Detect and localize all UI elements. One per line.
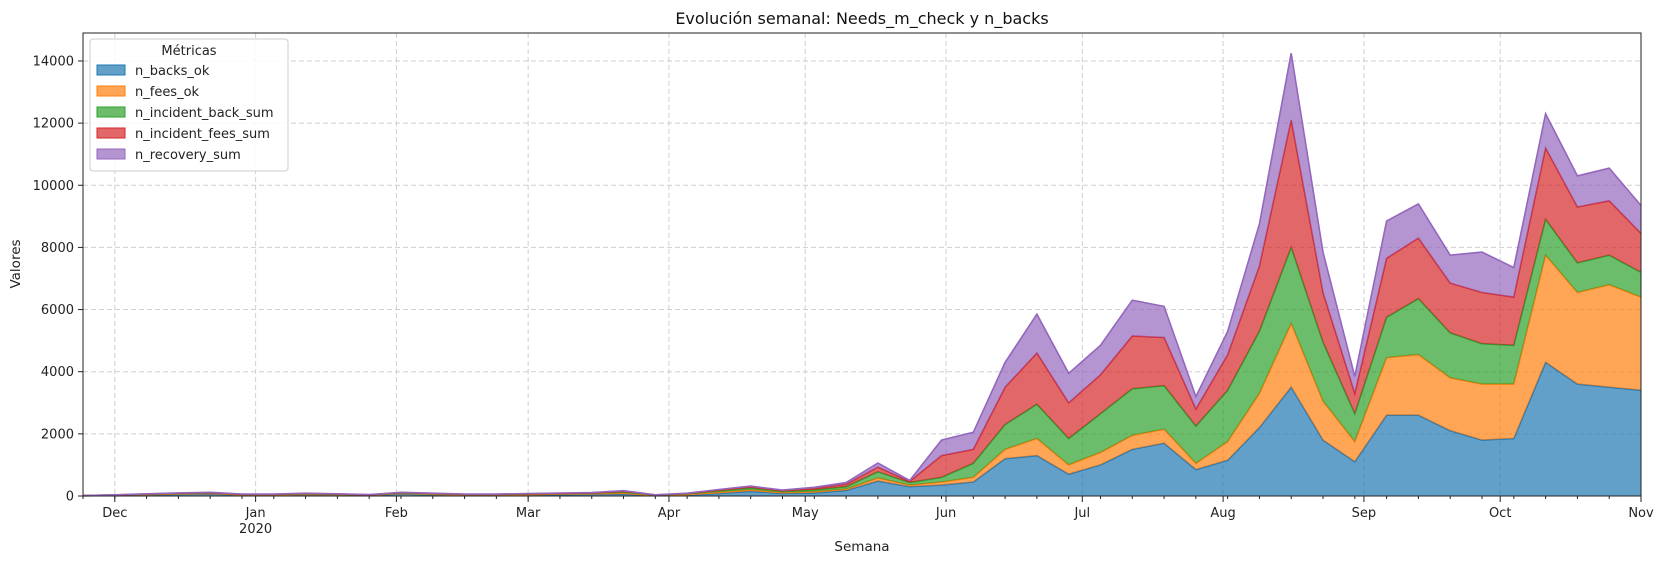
legend-swatch [96, 127, 126, 139]
y-tick-label: 0 [66, 490, 74, 505]
plot-frame [82, 32, 1642, 497]
legend-swatch [96, 64, 126, 76]
legend-label: n_recovery_sum [135, 148, 241, 163]
legend-box [89, 38, 289, 172]
x-tick-sublabel: 2020 [239, 522, 272, 537]
x-tick-label: Jan [245, 506, 266, 521]
y-tick-label: 4000 [41, 365, 74, 380]
x-tick-label: Oct [1489, 506, 1511, 521]
x-tick-label: Dec [102, 506, 127, 521]
x-tick-label: Aug [1210, 506, 1235, 521]
legend-swatch [96, 148, 126, 160]
legend-swatch [96, 85, 126, 97]
x-tick-label: Apr [658, 506, 681, 521]
line-n-recovery-sum [82, 53, 1642, 497]
legend-label: n_incident_back_sum [135, 106, 274, 121]
y-tick-label: 10000 [33, 179, 74, 194]
y-tick-label: 6000 [41, 303, 74, 318]
y-tick-label: 12000 [33, 117, 74, 132]
chart-title: Evolución semanal: Needs_m_check y n_bac… [675, 9, 1048, 29]
y-axis-title: Valores [8, 239, 24, 288]
legend-swatch [96, 106, 126, 118]
legend-label: n_backs_ok [135, 64, 210, 79]
stacked-areas [82, 53, 1642, 497]
area-n-backs-ok [83, 362, 1641, 496]
area-n-fees-ok [83, 255, 1641, 496]
legend-title: Métricas [161, 44, 216, 59]
legend-label: n_incident_fees_sum [135, 127, 270, 142]
y-tick-label: 8000 [41, 241, 74, 256]
legend-label: n_fees_ok [135, 85, 200, 100]
x-tick-label: Mar [516, 506, 541, 521]
y-tick-label: 14000 [33, 54, 74, 69]
x-tick-label: Jun [935, 506, 956, 521]
x-tick-label: Sep [1352, 506, 1377, 521]
x-tick-label: Nov [1628, 506, 1654, 521]
y-tick-label: 2000 [41, 427, 74, 442]
x-tick-label: Jul [1073, 506, 1090, 521]
x-axis-title: Semana [834, 539, 889, 555]
x-tick-label: Feb [385, 506, 408, 521]
y-axis: 0 2000 4000 6000 8000 10000 12000 14000 [33, 54, 83, 505]
x-tick-label: May [792, 506, 819, 521]
legend: Métricas n_backs_ok n_fees_ok n_incident_ba… [89, 38, 289, 172]
